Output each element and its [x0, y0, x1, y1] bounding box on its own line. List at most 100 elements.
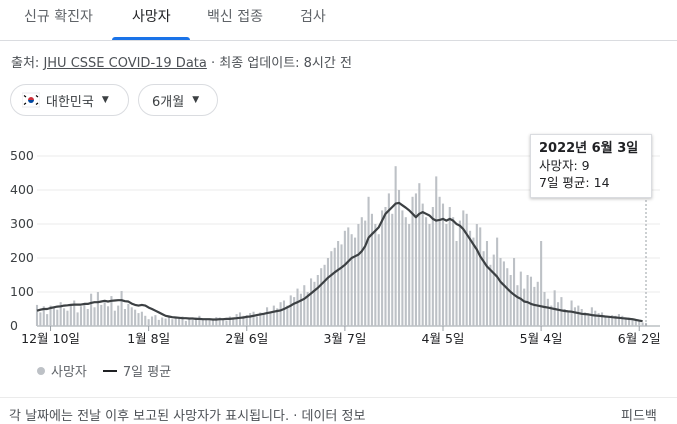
bar — [323, 264, 326, 326]
bar — [76, 312, 79, 326]
bar — [587, 314, 590, 326]
tab-vaccinations[interactable]: 백신 접종 — [207, 9, 263, 25]
bar — [107, 306, 110, 326]
tooltip-deaths: 사망자: 9 — [539, 158, 590, 173]
bar — [472, 237, 475, 326]
bar — [438, 196, 441, 326]
source-line: 출처: JHU CSSE COVID-19 Data · 최종 업데이트: 8시… — [11, 52, 352, 71]
bar — [286, 305, 289, 326]
bar — [157, 319, 160, 326]
bar — [377, 234, 380, 326]
bar — [154, 315, 157, 326]
bar — [448, 207, 451, 326]
source-link[interactable]: JHU CSSE COVID-19 Data — [43, 56, 207, 71]
bar — [499, 258, 502, 326]
bar — [604, 315, 607, 326]
bar — [144, 315, 147, 326]
about-data-link[interactable]: 데이터 정보 — [301, 409, 366, 424]
tooltip-date: 2022년 6월 3일 — [539, 141, 639, 156]
footer-separator: · — [289, 409, 302, 424]
bar — [614, 315, 617, 326]
bar — [330, 251, 333, 326]
bar — [113, 310, 116, 326]
bar — [134, 309, 137, 326]
bar — [262, 313, 265, 326]
bar — [96, 292, 99, 326]
x-axis-labels: 12월 10일 1월 8일 2월 6일 3월 7일 4월 5일 5월 4일 6월 2일 — [21, 326, 661, 346]
bar — [340, 244, 343, 326]
bar — [506, 268, 509, 326]
bar — [242, 315, 245, 326]
bar — [425, 217, 428, 326]
bar — [259, 312, 262, 326]
bar — [634, 319, 637, 326]
bar — [580, 309, 583, 326]
bar — [597, 313, 600, 326]
avg-line — [36, 201, 643, 323]
bar — [353, 237, 357, 326]
bar — [161, 317, 164, 326]
tab-tests[interactable]: 검사 — [300, 9, 326, 25]
legend-line-swatch — [102, 369, 117, 372]
bar — [465, 213, 468, 326]
bar — [381, 210, 384, 326]
bar — [218, 317, 221, 326]
bar — [485, 241, 489, 326]
bar — [337, 241, 340, 326]
bar — [536, 281, 539, 326]
bar — [59, 302, 62, 326]
period-dropdown[interactable]: 6개월 ▼ — [138, 84, 218, 116]
bar — [631, 319, 634, 326]
bar — [174, 317, 177, 326]
bar — [93, 307, 96, 326]
active-tab-indicator — [112, 37, 190, 40]
bar — [299, 293, 302, 326]
bar — [367, 196, 370, 326]
bar — [46, 314, 49, 326]
bar — [279, 302, 282, 326]
bar — [577, 305, 580, 326]
bar — [384, 207, 387, 326]
bar — [255, 316, 258, 326]
bar — [296, 288, 299, 326]
bar — [39, 312, 42, 326]
bar — [543, 292, 546, 326]
bar — [546, 298, 549, 326]
bar — [235, 314, 238, 326]
bar — [418, 183, 421, 326]
bar — [560, 297, 563, 326]
legend-bar-label: 사망자 — [51, 365, 87, 380]
bar — [188, 319, 191, 326]
feedback-link[interactable]: 피드백 — [621, 409, 657, 424]
bar — [69, 305, 72, 326]
bar — [184, 320, 187, 326]
bar — [458, 220, 461, 326]
bar — [127, 303, 130, 326]
bar — [211, 318, 214, 326]
last-updated: · 최종 업데이트: 8시간 전 — [206, 56, 352, 71]
bar — [573, 307, 576, 326]
bar — [441, 203, 445, 326]
bar — [445, 224, 448, 326]
bar — [624, 318, 627, 326]
tab-new-cases[interactable]: 신규 확진자 — [24, 9, 93, 25]
chevron-down-icon: ▼ — [101, 95, 109, 105]
bar — [496, 237, 499, 326]
bar — [201, 318, 204, 326]
y-tick-label: 400 — [10, 182, 34, 197]
tab-deaths[interactable]: 사망자 — [132, 9, 171, 25]
bar — [391, 213, 394, 326]
bar — [293, 297, 296, 326]
y-tick-label: 100 — [10, 284, 34, 299]
bar — [79, 306, 83, 326]
bar — [401, 210, 404, 326]
bar — [408, 224, 411, 326]
bar — [526, 275, 529, 326]
country-dropdown[interactable]: 대한민국 ▼ — [10, 84, 129, 116]
bar — [110, 296, 113, 326]
bar — [225, 320, 228, 326]
bar — [584, 312, 587, 326]
bar — [563, 309, 566, 326]
bar — [343, 230, 346, 326]
bar — [56, 309, 59, 326]
